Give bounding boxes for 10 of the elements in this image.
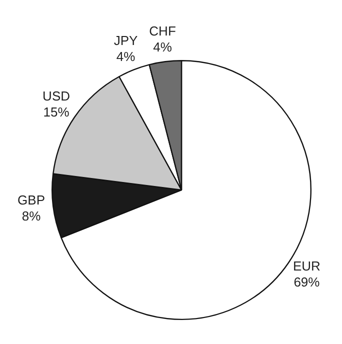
data-label: 4% — [153, 39, 172, 54]
slice-label: JPY — [114, 32, 138, 48]
data-label: 8% — [22, 208, 42, 224]
slice-label: USD — [42, 88, 70, 104]
data-label: 15% — [43, 104, 70, 120]
data-label: 4% — [116, 48, 136, 64]
slice-label: EUR — [292, 258, 320, 274]
slice-label: CHF — [149, 23, 176, 38]
slice-label: GBP — [18, 192, 46, 208]
data-label: 69% — [294, 274, 320, 290]
